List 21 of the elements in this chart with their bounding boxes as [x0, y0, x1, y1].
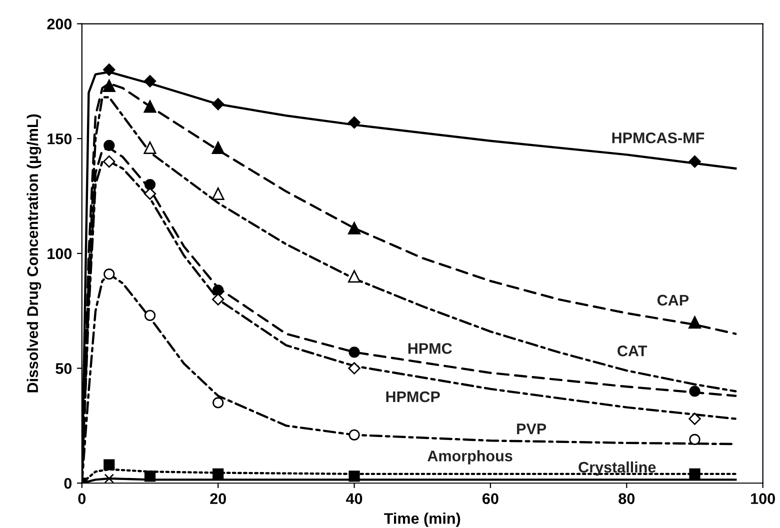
series-label: CAP: [657, 294, 689, 306]
y-tick-label: 150: [48, 133, 72, 144]
series-label: HPMC: [408, 343, 452, 354]
x-tick-label: 20: [210, 493, 226, 504]
x-tick-label: 0: [78, 493, 86, 504]
y-tick-label: 0: [64, 478, 72, 489]
x-tick-label: 40: [346, 493, 362, 504]
series-label: HPMCP: [386, 391, 440, 402]
series-label: CAT: [618, 346, 648, 356]
series-label: PVP: [517, 424, 546, 434]
y-tick-label: 50: [56, 363, 72, 374]
series-label: HPMCAS-MF: [612, 132, 704, 144]
x-tick-label: 80: [618, 493, 635, 504]
y-tick-label: 200: [47, 18, 72, 30]
y-tick-label: 100: [48, 248, 72, 260]
y-axis-title: Dissolved Drug Concentration (µg/mL): [26, 114, 42, 392]
x-tick-label: 100: [751, 493, 775, 504]
x-axis-title: Time (min): [384, 512, 460, 527]
series-label: Amorphous: [428, 450, 512, 464]
series-label: Crystalline: [578, 461, 656, 476]
x-tick-label: 60: [482, 493, 498, 504]
